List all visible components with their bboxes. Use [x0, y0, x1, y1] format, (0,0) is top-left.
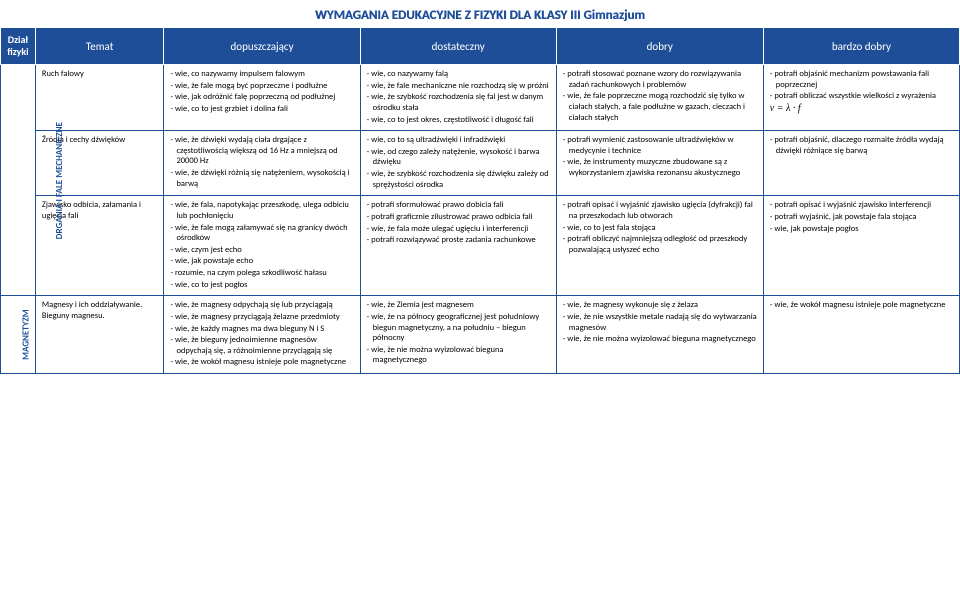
section-label-magnetism: MAGNETYZM	[1, 296, 36, 374]
requirements-table: Dział fizyki Temat dopuszczający dostate…	[0, 27, 960, 374]
header-level-1: dopuszczający	[164, 28, 360, 65]
header-level-2: dostateczny	[360, 28, 556, 65]
formula: v = λ · f	[770, 103, 953, 116]
cell-c4: potrafi objaśnić mechanizm powstawania f…	[763, 65, 959, 131]
cell-c1: wie, co nazywamy impulsem falowymwie, że…	[164, 65, 360, 131]
table-row: Źródła i cechy dźwięków wie, że dźwięki …	[1, 131, 960, 196]
cell-c4: potrafi opisać i wyjaśnić zjawisko inter…	[763, 196, 959, 296]
table-row: DRGANIA I FALE MECHANICZNE Ruch falowy w…	[1, 65, 960, 131]
cell-c1: wie, że magnesy odpychają się lub przyci…	[164, 296, 360, 374]
page-title: WYMAGANIA EDUKACYJNE Z FIZYKI DLA KLASY …	[0, 0, 960, 27]
table-row: Zjawisko odbicia, załamania i ugięcia fa…	[1, 196, 960, 296]
cell-c3: potrafi stosować poznane wzory do rozwią…	[556, 65, 763, 131]
cell-c2: wie, że Ziemia jest magnesemwie, że na p…	[360, 296, 556, 374]
header-level-4: bardzo dobry	[763, 28, 959, 65]
topic-cell: Magnesy i ich oddziaływanie. Bieguny mag…	[35, 296, 164, 374]
cell-c3: potrafi wymienić zastosowanie ultradźwię…	[556, 131, 763, 196]
cell-c2: wie, co to są ultradźwięki i infradźwięk…	[360, 131, 556, 196]
cell-c1: wie, że fala, napotykając przeszkodę, ul…	[164, 196, 360, 296]
header-level-3: dobry	[556, 28, 763, 65]
header-topic: Temat	[35, 28, 164, 65]
cell-c3: potrafi opisać i wyjaśnić zjawisko ugięc…	[556, 196, 763, 296]
cell-c2: wie, co nazywamy faląwie, że fale mechan…	[360, 65, 556, 131]
topic-cell: Ruch falowy	[35, 65, 164, 131]
header-section: Dział fizyki	[1, 28, 36, 65]
section-label-mechanics: DRGANIA I FALE MECHANICZNE	[1, 65, 36, 296]
cell-c4: wie, że wokół magnesu istnieje pole magn…	[763, 296, 959, 374]
table-row: MAGNETYZM Magnesy i ich oddziaływanie. B…	[1, 296, 960, 374]
cell-c1: wie, że dźwięki wydają ciała drgające z …	[164, 131, 360, 196]
cell-c2: potrafi sformułować prawo dobicia falipo…	[360, 196, 556, 296]
cell-c3: wie, że magnesy wykonuje się z żelazawie…	[556, 296, 763, 374]
cell-c4: potrafi objaśnić, dlaczego rozmaite źród…	[763, 131, 959, 196]
